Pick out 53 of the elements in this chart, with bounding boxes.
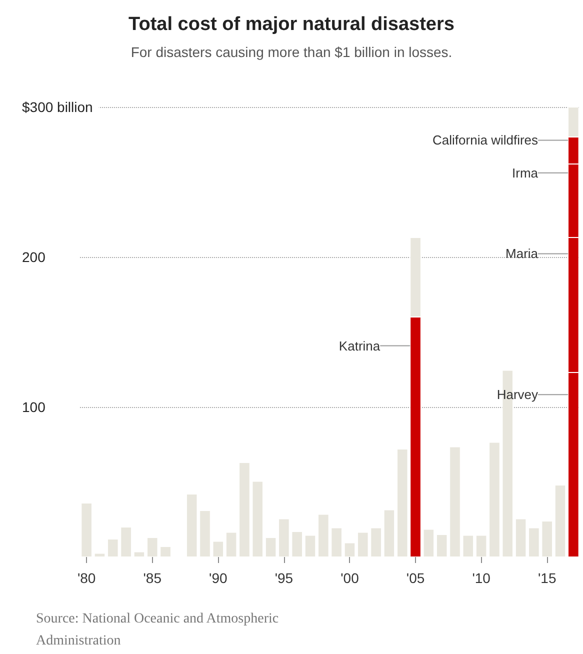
bar [120,527,132,557]
bar [450,446,460,557]
bar [108,539,118,557]
bar [476,535,487,557]
source-note: Source: National Oceanic and Atmospheric Administration [36,612,282,648]
bar [344,542,356,557]
chart-subtitle: For disasters causing more than $1 billion in losses. [130,44,452,60]
bar [515,518,526,557]
chart-title: Total cost of major natural disasters [128,14,454,35]
text: Irma [512,165,539,180]
text: Maria [506,246,539,262]
x-tick-label: '05 [406,570,425,586]
x-tick-label: '95 [274,570,294,586]
x-tick-label: '85 [143,570,162,586]
bar [200,510,210,557]
bar [239,462,250,557]
bar [462,535,474,557]
text: California wildfires [432,132,539,148]
bar [436,534,448,557]
y-tick-label: 100 [22,399,46,415]
bar [554,485,566,557]
text: Harvey [496,387,539,402]
bar [252,481,264,557]
bar [226,532,237,557]
x-tick-label: '10 [472,570,491,586]
text: Katrina [338,338,381,354]
x-tick-label: '80 [77,570,96,586]
bar [81,503,92,557]
y-tick-label: 200 [22,249,46,265]
bar [265,538,276,557]
bar [423,529,434,557]
x-tick-label: '15 [538,570,556,586]
bar [278,518,290,557]
x-tick-label: '00 [340,570,360,586]
bar [358,532,368,557]
y-tick-label: $300 billion [22,99,93,115]
bar [384,510,395,557]
bar [94,553,106,557]
bar [186,494,198,557]
bar [528,528,540,557]
bar [318,514,329,557]
bar [370,528,382,557]
bar [489,442,500,557]
bar [542,521,552,557]
bar [212,541,224,557]
bar [292,532,302,557]
x-tick-label: '90 [209,570,228,586]
bar [146,538,158,557]
bar [304,535,316,557]
bar [331,528,342,557]
bar [160,546,171,557]
bar [134,552,145,557]
bar [396,449,408,557]
